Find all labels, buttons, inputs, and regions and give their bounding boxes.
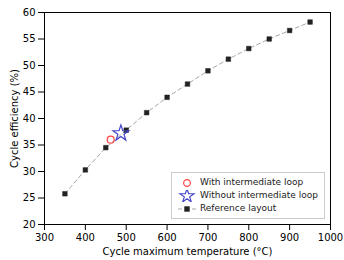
html-text:With intermediate loop: With intermediate loop xyxy=(200,177,304,187)
svg-text:35: 35 xyxy=(23,139,36,150)
html-text:Reference layout: Reference layout xyxy=(200,203,277,213)
svg-text:Cycle maximum temperature (°C): Cycle maximum temperature (°C) xyxy=(103,246,273,257)
svg-text:900: 900 xyxy=(280,232,299,243)
svg-text:700: 700 xyxy=(198,232,217,243)
svg-text:1000: 1000 xyxy=(318,232,343,243)
svg-text:50: 50 xyxy=(23,60,36,71)
svg-text:500: 500 xyxy=(117,232,136,243)
svg-text:25: 25 xyxy=(23,192,36,203)
svg-text:45: 45 xyxy=(23,86,36,97)
svg-text:30: 30 xyxy=(23,166,36,177)
svg-text:600: 600 xyxy=(158,232,177,243)
svg-text:40: 40 xyxy=(23,113,36,124)
svg-text:400: 400 xyxy=(76,232,95,243)
html-text:Without intermediate loop: Without intermediate loop xyxy=(200,190,318,200)
svg-text:55: 55 xyxy=(23,33,36,44)
svg-text:300: 300 xyxy=(35,232,54,243)
svg-text:800: 800 xyxy=(239,232,258,243)
svg-text:Cycle efficiency (%): Cycle efficiency (%) xyxy=(9,69,20,168)
svg-text:20: 20 xyxy=(23,219,36,230)
svg-text:60: 60 xyxy=(23,7,36,18)
